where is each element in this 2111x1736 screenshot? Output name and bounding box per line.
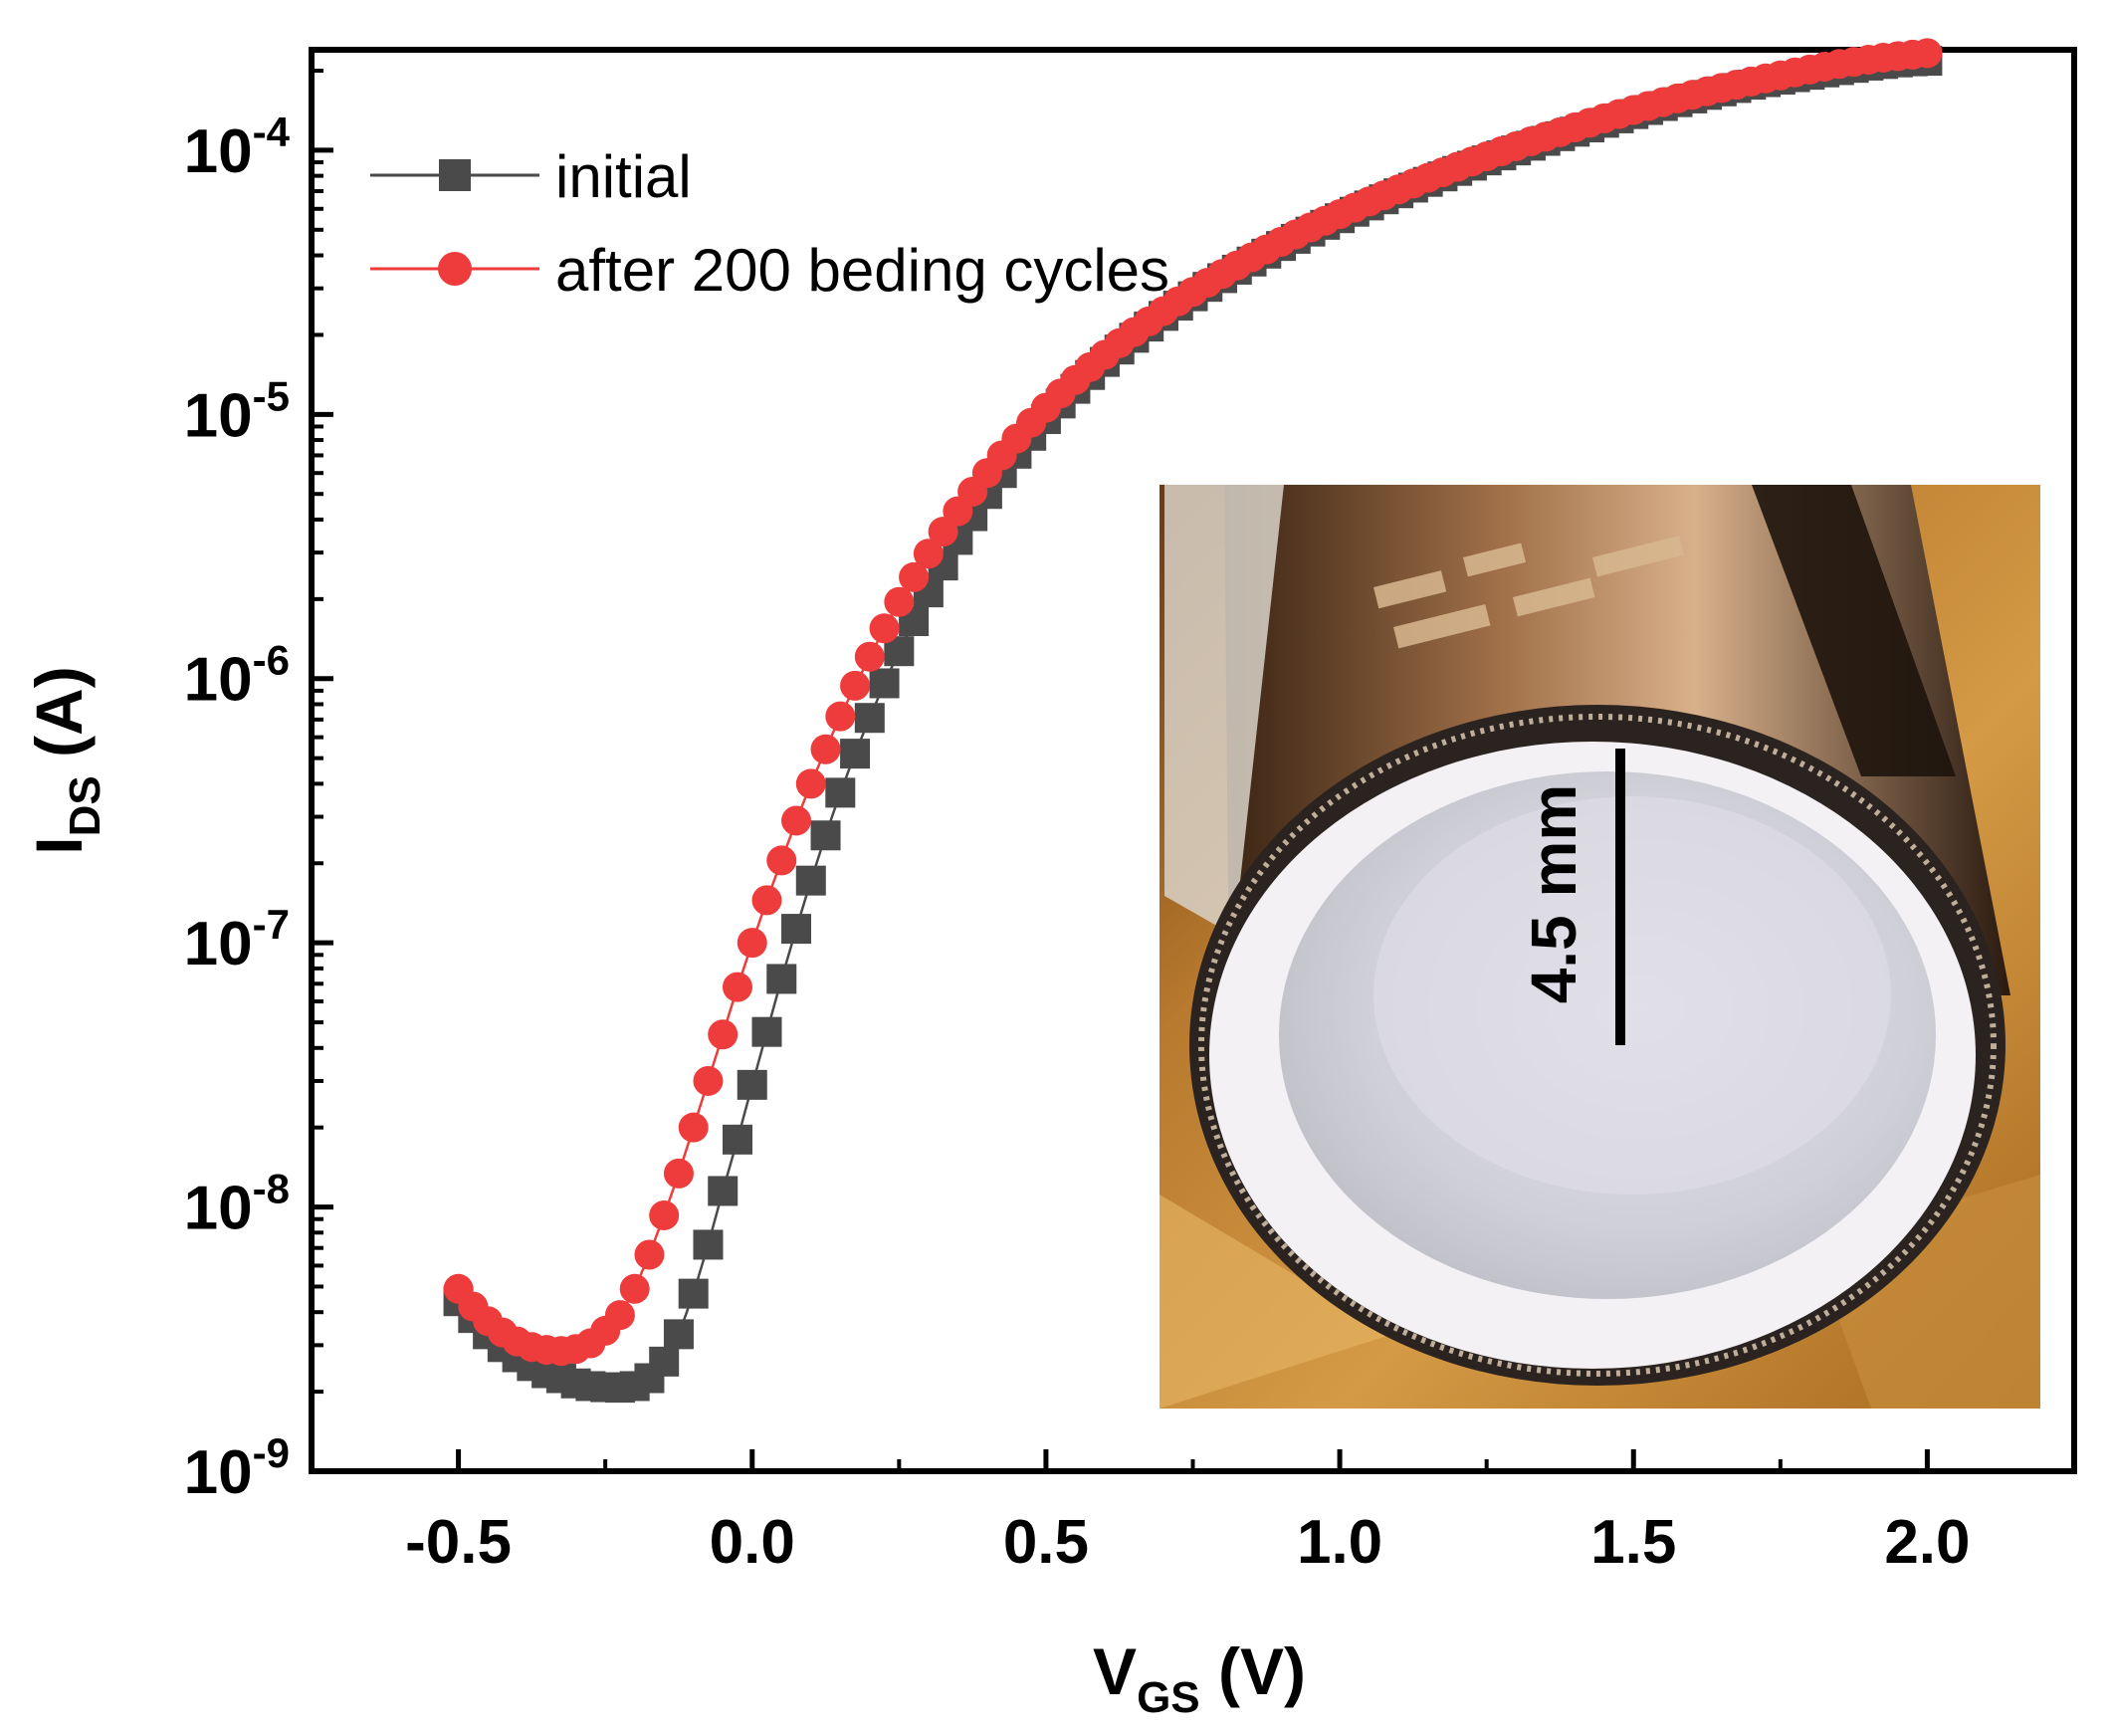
data-point-square [810, 820, 841, 851]
legend-marker-square [439, 159, 471, 191]
y-tick-label: 10-6 [184, 637, 290, 715]
data-point-square [649, 1346, 680, 1377]
x-tick-label: 2.0 [1884, 1508, 1970, 1577]
y-tick-label: 10-5 [184, 372, 290, 450]
data-point-square [869, 668, 900, 699]
data-point-circle [810, 734, 841, 764]
data-point-square [766, 964, 797, 994]
legend-item-initial: initial [370, 143, 692, 210]
data-point-circle [634, 1239, 665, 1270]
data-point-circle [869, 613, 900, 644]
data-point-circle [708, 1019, 739, 1050]
data-point-circle [604, 1300, 635, 1331]
legend-label-after-bending: after 200 beding cycles [555, 237, 1169, 304]
legend-item-after-bending: after 200 beding cycles [370, 237, 1169, 304]
data-point-square [795, 865, 826, 896]
data-point-square [708, 1176, 739, 1206]
data-point-square [722, 1124, 752, 1155]
x-tick-label: 0.0 [710, 1508, 795, 1577]
y-tick-label: 10-8 [184, 1166, 290, 1243]
data-point-square [693, 1229, 724, 1260]
data-point-circle [913, 539, 944, 569]
data-point-circle [766, 845, 797, 876]
data-point-circle [737, 928, 767, 959]
data-point-circle [722, 972, 752, 1002]
data-point-square [825, 777, 856, 808]
y-tick-label: 10-7 [184, 901, 290, 978]
x-axis-ticks: -0.5 0.0 0.5 1.0 1.5 2.0 [310, 1449, 2076, 1577]
data-point-square [663, 1319, 694, 1350]
data-point-square [854, 703, 885, 734]
data-point-circle [781, 805, 812, 836]
data-point-circle [693, 1065, 724, 1096]
y-axis-title: IDS (A) [22, 666, 109, 854]
legend: initial after 200 beding cycles [370, 143, 1169, 304]
data-point-circle [795, 768, 826, 799]
series-layer [443, 38, 1943, 1404]
data-point-circle [854, 641, 885, 672]
data-point-square [737, 1069, 767, 1100]
data-point-square [840, 739, 871, 769]
data-point-circle [825, 701, 856, 732]
legend-label-initial: initial [555, 143, 692, 210]
x-tick-label: 0.5 [1003, 1508, 1089, 1577]
data-point-circle [678, 1112, 709, 1143]
y-tick-label: 10-4 [184, 108, 291, 186]
inset-photo: 4.5 mm [1160, 485, 2040, 1409]
x-axis-title: VGS (V) [1093, 1634, 1306, 1722]
y-tick-label: 10-9 [184, 1429, 290, 1507]
x-tick-label: 1.5 [1590, 1508, 1676, 1577]
scale-bar-label: 4.5 mm [1518, 784, 1589, 1004]
data-point-circle [1912, 38, 1943, 69]
data-point-circle [751, 885, 782, 916]
series-after-bending [443, 38, 1943, 1367]
data-point-square [751, 1016, 782, 1047]
legend-marker-circle [438, 252, 472, 286]
data-point-circle [649, 1199, 680, 1230]
data-point-circle [899, 561, 930, 592]
x-tick-label: 1.0 [1297, 1508, 1382, 1577]
data-point-square [781, 914, 812, 945]
y-axis-ticks: 10-9 10-8 10-7 10-6 10-5 10-4 [184, 69, 333, 1507]
data-point-circle [663, 1158, 694, 1189]
data-point-circle [884, 586, 915, 617]
data-point-square [678, 1278, 709, 1309]
data-point-circle [619, 1273, 650, 1304]
x-tick-label: -0.5 [405, 1508, 512, 1577]
data-point-circle [840, 670, 871, 701]
